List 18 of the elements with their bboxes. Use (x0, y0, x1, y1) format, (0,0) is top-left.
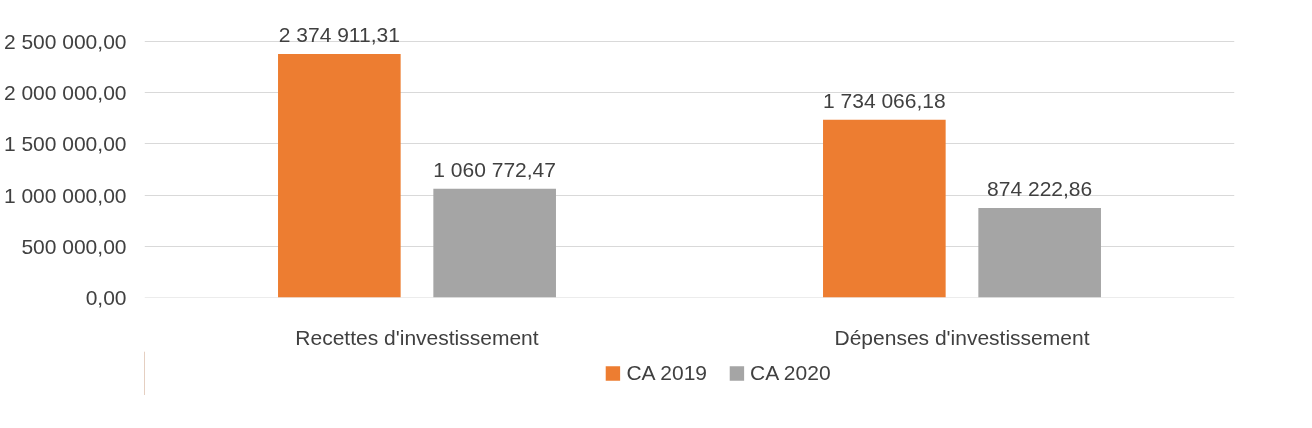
x-tick-label: Dépenses d'investissement (834, 325, 1090, 349)
bar (823, 119, 946, 298)
y-tick-label: 1 500 000,00 (3, 132, 127, 156)
data-label: 874 222,86 (987, 176, 1093, 200)
y-tick-label: 500 000,00 (21, 234, 127, 258)
data-label: 1 734 066,18 (823, 88, 946, 112)
y-tick-label: 0,00 (85, 286, 127, 309)
legend-label: CA 2020 (750, 361, 831, 385)
y-tick-label: 1 000 000,00 (3, 183, 127, 207)
data-label: 1 060 772,47 (433, 157, 556, 181)
y-tick-label: 2 000 000,00 (3, 81, 127, 104)
data-label: 2 374 911,31 (278, 23, 400, 47)
bar (978, 207, 1101, 298)
legend-label: CA 2019 (626, 361, 707, 385)
bar (278, 54, 401, 298)
x-tick-label: Recettes d'investissement (295, 325, 539, 349)
bar (433, 188, 556, 298)
y-tick-label: 2 500 000,00 (3, 29, 127, 53)
